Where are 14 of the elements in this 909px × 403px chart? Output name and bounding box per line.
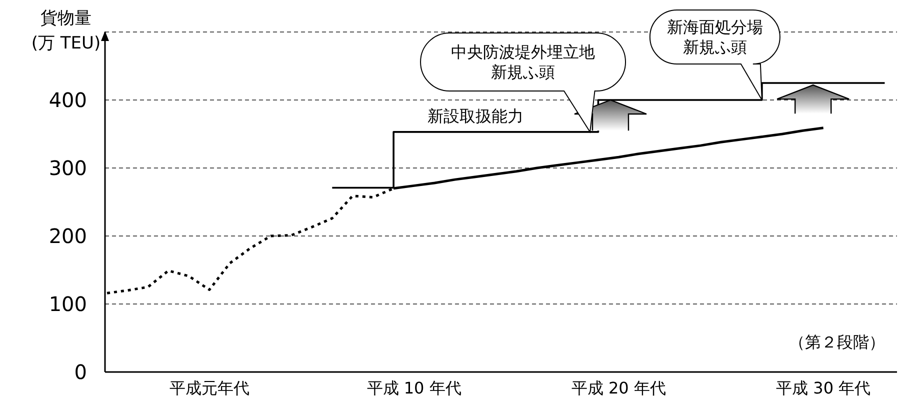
- x-tick-label: 平成元年代: [169, 378, 250, 398]
- y-tick-label: 300: [48, 156, 87, 180]
- annotation: 中央防波堤外埋立地新規ふ頭: [451, 42, 596, 82]
- y-tick-label: 200: [48, 224, 87, 248]
- series-label: 新設取扱能力: [428, 106, 524, 126]
- x-tick-label: 平成 20 年代: [571, 378, 666, 398]
- y-tick-label: 400: [48, 88, 87, 112]
- y-axis-title: 貨物量 (万 TEU): [31, 8, 101, 54]
- annotation: 新海面処分場新規ふ頭: [666, 18, 763, 57]
- annotation: （第２段階）: [789, 332, 885, 352]
- x-tick-label: 平成 30 年代: [776, 378, 871, 398]
- y-tick-label: 0: [74, 360, 87, 384]
- x-tick-label: 平成 10 年代: [366, 378, 462, 398]
- y-tick-label: 100: [48, 292, 87, 316]
